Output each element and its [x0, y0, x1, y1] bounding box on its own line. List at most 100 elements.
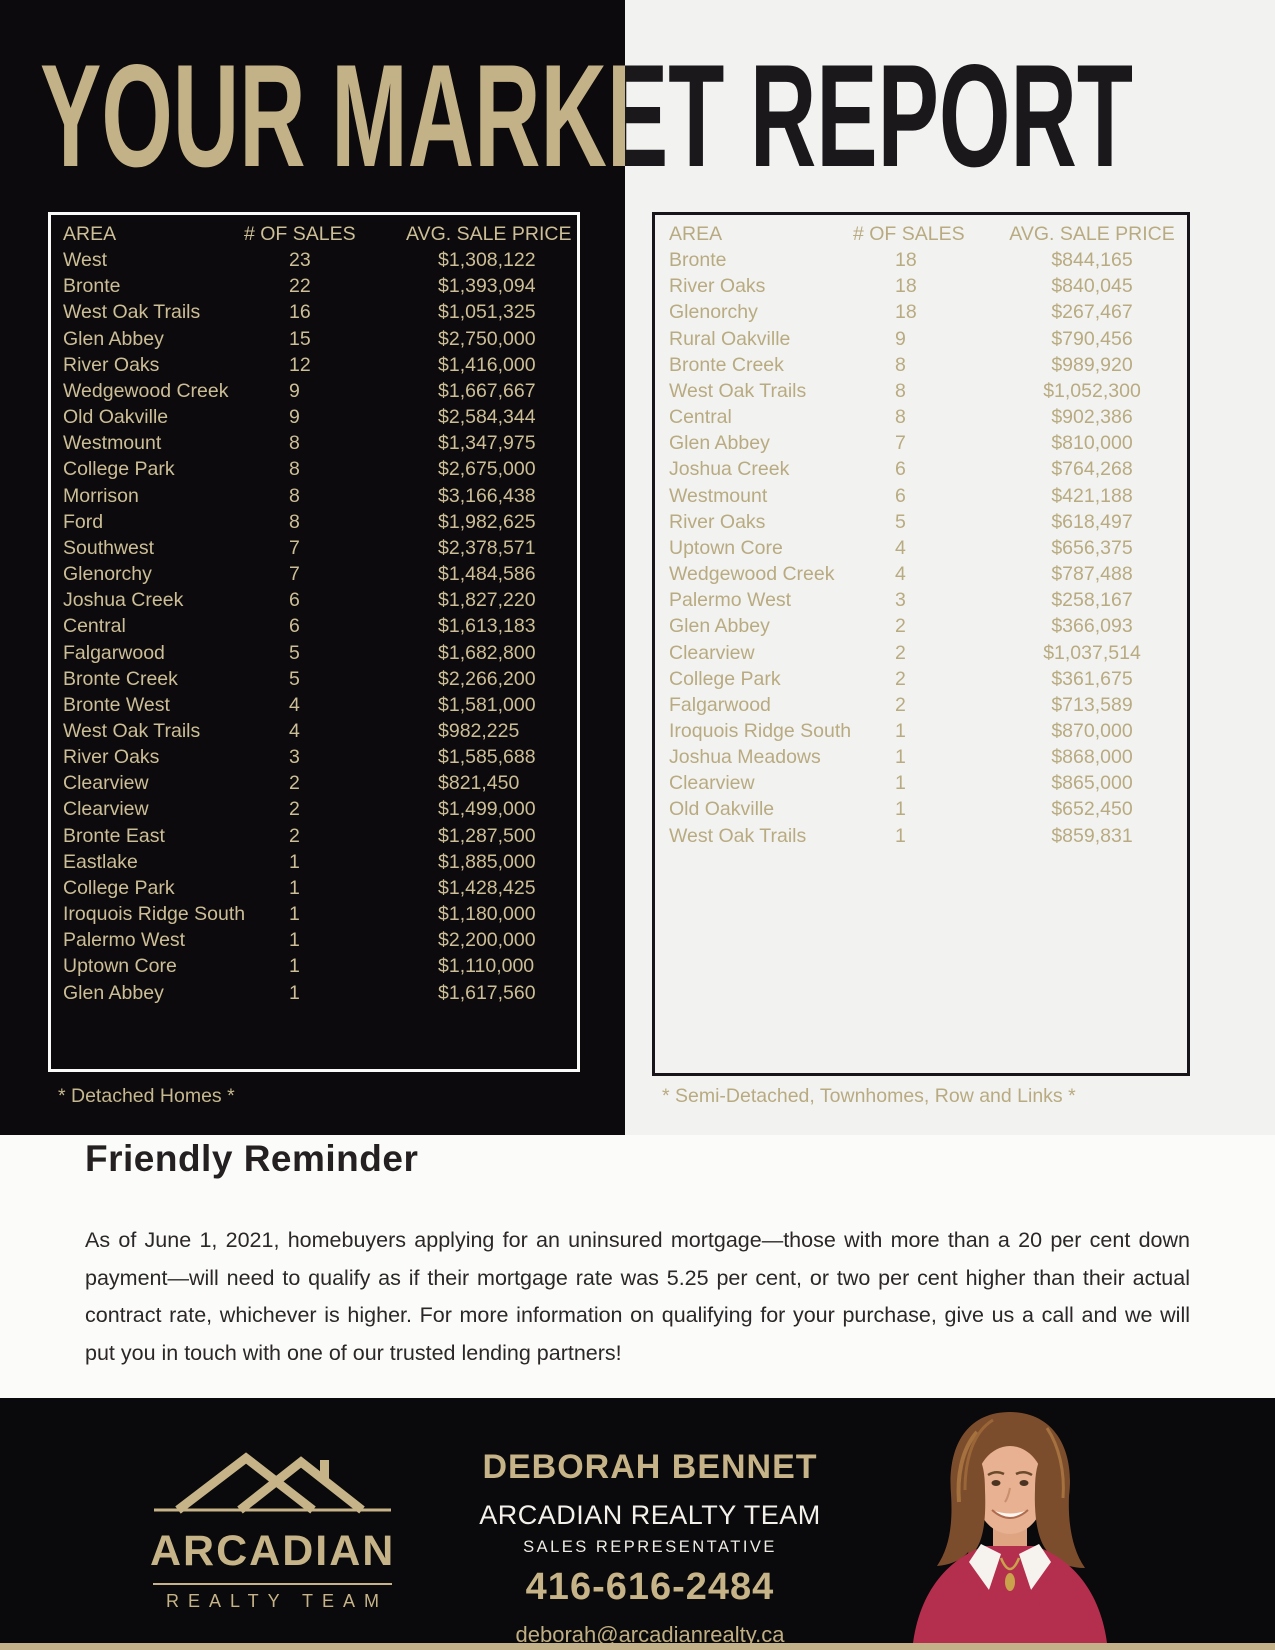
cell-area: Clearview — [63, 772, 149, 795]
cell-area: Southwest — [63, 536, 155, 559]
cell-price: $1,110,000 — [438, 955, 535, 978]
cell-area: Falgarwood — [63, 641, 165, 664]
cell-sales: 5 — [289, 667, 300, 690]
cell-sales: 8 — [289, 510, 300, 533]
reminder-heading: Friendly Reminder — [85, 1138, 419, 1179]
column-header-sales: # OF SALES — [244, 223, 356, 245]
cell-area: Palermo West — [63, 929, 186, 952]
cell-area: College Park — [63, 876, 175, 899]
cell-area: Bronte — [63, 275, 121, 298]
agent-team: ARCADIAN REALTY TEAM — [479, 1500, 821, 1530]
table-row: Joshua Creek 6 $764,268 — [655, 456, 1187, 482]
cell-sales: 2 — [895, 615, 906, 638]
cell-price: $1,051,325 — [438, 301, 536, 324]
cell-sales: 5 — [289, 641, 300, 664]
cell-area: River Oaks — [63, 746, 160, 769]
detached-footnote: * Detached Homes * — [58, 1085, 235, 1107]
cell-area: Uptown Core — [63, 955, 177, 978]
table-row: Clearview 2 $1,037,514 — [655, 640, 1187, 666]
cell-area: Central — [63, 615, 126, 638]
cell-sales: 1 — [289, 903, 300, 926]
table-row: Clearview 2 $821,450 — [51, 770, 577, 796]
table-row: Glenorchy 7 $1,484,586 — [51, 561, 577, 587]
table-row: Eastlake 1 $1,885,000 — [51, 849, 577, 875]
cell-sales: 1 — [289, 929, 300, 952]
cell-area: Old Oakville — [669, 798, 775, 821]
cell-sales: 18 — [895, 275, 917, 298]
cell-price: $1,428,425 — [438, 876, 536, 899]
table-row: College Park 1 $1,428,425 — [51, 875, 577, 901]
cell-area: Joshua Meadows — [669, 746, 821, 769]
cell-area: Iroquois Ridge South — [63, 903, 246, 926]
table-row: West Oak Trails 4 $982,225 — [51, 718, 577, 744]
cell-sales: 7 — [895, 432, 906, 455]
cell-price: $787,488 — [1051, 563, 1133, 586]
page-title: YOUR MARKET REPORT YOUR MARKET REPORT — [40, 36, 1133, 197]
cell-area: Falgarwood — [669, 693, 771, 716]
table-row: Old Oakville 9 $2,584,344 — [51, 404, 577, 430]
table-row: Falgarwood 2 $713,589 — [655, 692, 1187, 718]
cell-price: $713,589 — [1051, 693, 1133, 716]
cell-sales: 16 — [289, 301, 311, 324]
cell-sales: 3 — [289, 746, 300, 769]
cell-sales: 12 — [289, 353, 311, 376]
cell-sales: 8 — [289, 458, 300, 481]
cell-sales: 6 — [289, 589, 300, 612]
cell-price: $1,416,000 — [438, 353, 536, 376]
column-header-sales: # OF SALES — [853, 223, 965, 245]
cell-price: $989,920 — [1051, 353, 1133, 376]
cell-sales: 9 — [895, 327, 906, 350]
cell-sales: 4 — [895, 563, 906, 586]
cell-area: River Oaks — [669, 275, 766, 298]
cell-sales: 8 — [895, 379, 906, 402]
cell-sales: 1 — [289, 955, 300, 978]
cell-area: Glen Abbey — [63, 327, 164, 350]
cell-price: $1,052,300 — [1043, 379, 1141, 402]
cell-price: $1,581,000 — [438, 693, 536, 716]
cell-price: $267,467 — [1051, 301, 1133, 324]
cell-sales: 1 — [895, 824, 906, 847]
cell-area: Clearview — [63, 798, 149, 821]
cell-price: $2,750,000 — [438, 327, 536, 350]
cell-sales: 2 — [895, 667, 906, 690]
table-row: Old Oakville 1 $652,450 — [655, 796, 1187, 822]
table-row: Glen Abbey 2 $366,093 — [655, 613, 1187, 639]
table-row: Glen Abbey 15 $2,750,000 — [51, 326, 577, 352]
cell-sales: 7 — [289, 536, 300, 559]
cell-sales: 2 — [895, 641, 906, 664]
cell-area: Iroquois Ridge South — [669, 719, 852, 742]
table-row: College Park 8 $2,675,000 — [51, 456, 577, 482]
cell-sales: 18 — [895, 301, 917, 324]
cell-sales: 4 — [895, 536, 906, 559]
table-header-row: AREA # OF SALES AVG. SALE PRICE — [655, 221, 1187, 247]
table-row: Westmount 6 $421,188 — [655, 483, 1187, 509]
table-row: Morrison 8 $3,166,438 — [51, 483, 577, 509]
cell-area: College Park — [669, 667, 781, 690]
cell-price: $258,167 — [1051, 589, 1133, 612]
cell-sales: 8 — [895, 406, 906, 429]
cell-price: $868,000 — [1051, 746, 1133, 769]
agent-contact-block: DEBORAH BENNET ARCADIAN REALTY TEAM SALE… — [455, 1448, 845, 1648]
column-header-price: AVG. SALE PRICE — [406, 223, 572, 245]
table-row: West 23 $1,308,122 — [51, 247, 577, 273]
cell-sales: 23 — [289, 249, 311, 272]
cell-sales: 22 — [289, 275, 311, 298]
table-row: West Oak Trails 8 $1,052,300 — [655, 378, 1187, 404]
table-row: Wedgewood Creek 9 $1,667,667 — [51, 378, 577, 404]
cell-sales: 4 — [289, 693, 300, 716]
cell-sales: 6 — [895, 484, 906, 507]
roof-logo-icon — [154, 1452, 391, 1514]
cell-price: $3,166,438 — [438, 484, 536, 507]
table-row: River Oaks 5 $618,497 — [655, 509, 1187, 535]
agent-phone: 416-616-2484 — [525, 1566, 775, 1608]
cell-sales: 6 — [895, 458, 906, 481]
cell-area: Ford — [63, 510, 104, 533]
cell-price: $1,827,220 — [438, 589, 536, 612]
table-row: River Oaks 12 $1,416,000 — [51, 352, 577, 378]
cell-sales: 8 — [895, 353, 906, 376]
cell-price: $1,037,514 — [1043, 641, 1141, 664]
cell-sales: 1 — [895, 719, 906, 742]
cell-price: $1,287,500 — [438, 824, 536, 847]
logo-name: ARCADIAN — [150, 1527, 396, 1575]
